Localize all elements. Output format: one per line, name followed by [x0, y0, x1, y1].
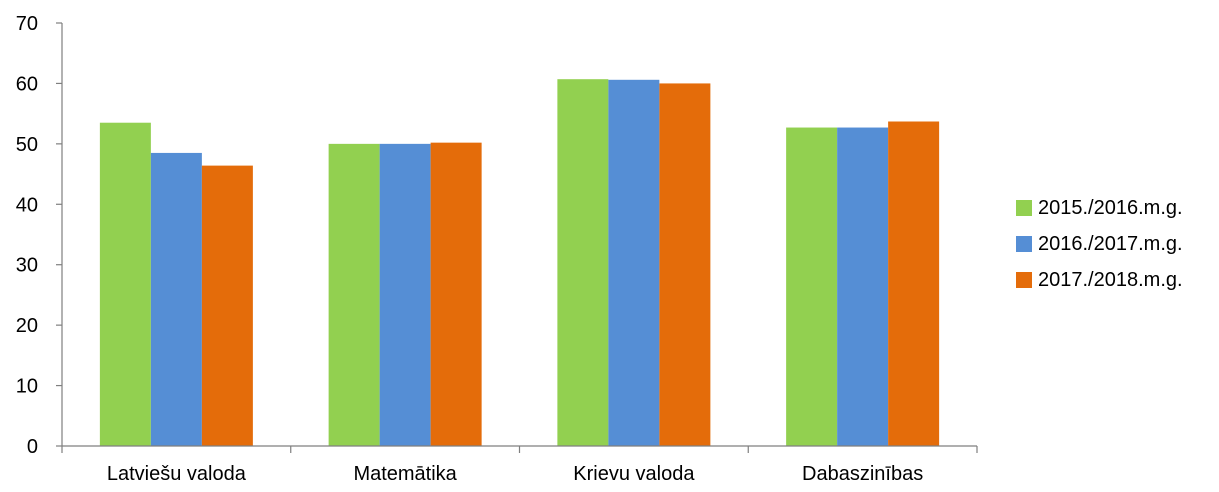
bar — [99, 122, 151, 446]
bar — [379, 143, 431, 446]
y-tick-label: 40 — [16, 194, 38, 216]
x-category-label: Krievu valoda — [573, 463, 695, 485]
y-tick-label: 30 — [16, 255, 38, 277]
legend-label: 2017./2018.m.g. — [1038, 268, 1183, 291]
legend-item: 2016./2017.m.g. — [1016, 226, 1216, 262]
legend: 2015./2016.m.g. 2016./2017.m.g. 2017./2018… — [1016, 190, 1216, 298]
y-tick-label: 70 — [16, 13, 38, 35]
legend-swatch — [1016, 272, 1032, 288]
bar — [888, 121, 940, 447]
bar — [837, 127, 889, 446]
y-tick-label: 50 — [16, 134, 38, 156]
x-category-label: Dabaszinības — [802, 463, 923, 485]
y-tick-label: 20 — [16, 315, 38, 337]
bar — [328, 143, 380, 446]
x-category-label: Matemātika — [353, 463, 457, 485]
bars-group — [99, 79, 940, 447]
bar — [430, 142, 482, 447]
legend-item: 2015./2016.m.g. — [1016, 190, 1216, 226]
bar — [557, 79, 609, 446]
x-axis: Latviešu valoda Matemātika Krievu valoda Da… — [61, 445, 978, 485]
legend-item: 2017./2018.m.g. — [1016, 262, 1216, 298]
legend-swatch — [1016, 200, 1032, 216]
y-tick-label: 0 — [27, 436, 38, 458]
bar — [201, 165, 253, 446]
legend-label: 2015./2016.m.g. — [1038, 196, 1183, 219]
bar — [150, 152, 202, 446]
x-category-label: Latviešu valoda — [107, 463, 247, 485]
bar — [608, 79, 660, 446]
legend-label: 2016./2017.m.g. — [1038, 232, 1183, 255]
bar — [659, 83, 711, 446]
legend-swatch — [1016, 236, 1032, 252]
bar — [786, 127, 838, 446]
y-tick-label: 60 — [16, 73, 38, 95]
y-axis: 0 10 20 30 40 50 60 70 — [16, 13, 63, 458]
y-tick-label: 10 — [16, 376, 38, 398]
